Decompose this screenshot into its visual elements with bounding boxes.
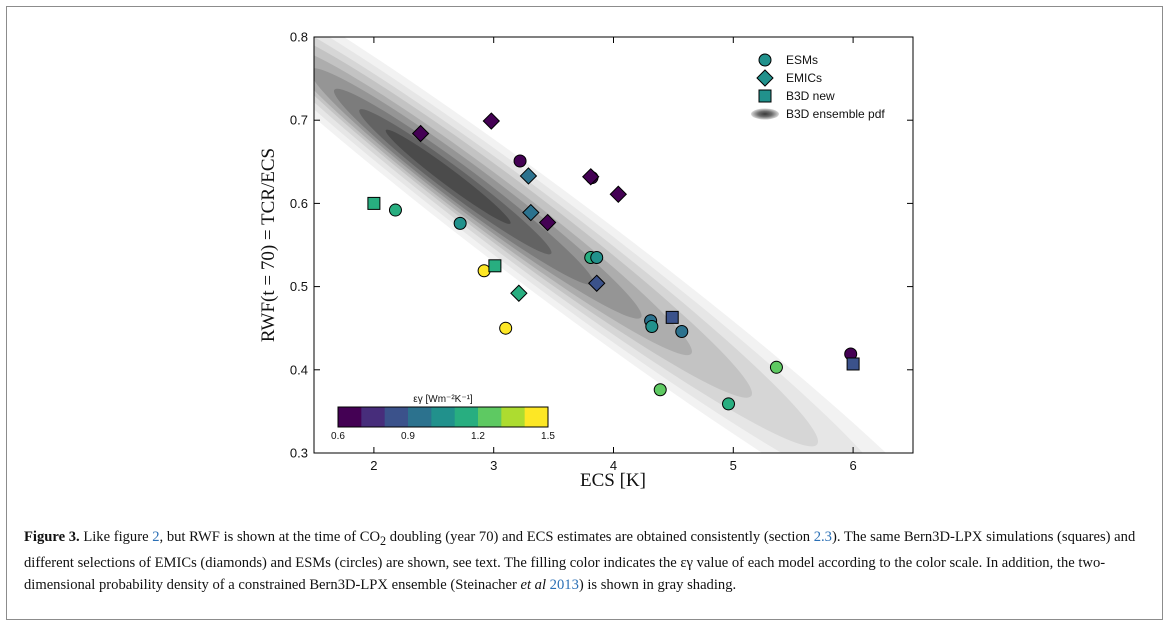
caption-ref-figure-2[interactable]: 2 xyxy=(152,529,160,545)
pdf-contour-level xyxy=(385,129,511,224)
y-tick-label: 0.6 xyxy=(290,196,308,211)
b3d-new-point xyxy=(488,259,502,273)
caption-ref-2013[interactable]: 2013 xyxy=(549,576,579,593)
colorbar-tick-label: 0.9 xyxy=(401,431,415,442)
emic-point xyxy=(609,185,627,203)
esm-point xyxy=(499,321,513,335)
x-tick-label: 2 xyxy=(370,458,377,473)
y-tick-label: 0.3 xyxy=(290,446,308,461)
chart: 2 3 4 5 6 0.3 0.4 0.5 0.6 0.7 0.8 ECS [K] RWF(t = … xyxy=(258,30,914,491)
y-tick-label: 0.4 xyxy=(290,362,308,377)
legend-label: B3D ensemble pdf xyxy=(786,107,885,121)
colorbar-segment xyxy=(454,407,479,427)
y-tick-label: 0.5 xyxy=(290,279,308,294)
colorbar-tick-label: 1.2 xyxy=(471,431,485,442)
caption-ref-section-2-3[interactable]: 2.3 xyxy=(813,529,832,545)
esm-point xyxy=(722,397,736,411)
colorbar-segment xyxy=(408,407,432,427)
axis-ticks: 2 3 4 5 6 0.3 0.4 0.5 0.6 0.7 0.8 xyxy=(290,30,913,473)
colorbar-segment xyxy=(501,407,526,427)
b3d-new-point xyxy=(665,310,679,324)
x-axis-label: ECS [K] xyxy=(580,470,646,491)
legend-label: EMICs xyxy=(786,71,822,85)
colorbar-tick-label: 1.5 xyxy=(541,431,555,442)
colorbar-label: εγ [Wm⁻²K⁻¹] xyxy=(413,394,473,405)
legend-label: B3D new xyxy=(786,89,835,103)
emic-point xyxy=(482,112,501,130)
colorbar-segment xyxy=(478,407,502,427)
caption-text: , but RWF is shown at the time of CO xyxy=(159,529,381,545)
y-tick-label: 0.7 xyxy=(290,113,308,128)
colorbar-outline xyxy=(337,406,549,428)
emic-point xyxy=(588,274,606,292)
colorbar-segment xyxy=(384,407,409,427)
emic-point xyxy=(522,203,540,222)
legend-circle-marker xyxy=(758,53,772,67)
caption-text: Like figure xyxy=(79,529,153,545)
emic-point xyxy=(582,168,600,186)
x-tick-label: 5 xyxy=(730,458,737,473)
esm-point xyxy=(645,320,659,334)
esm-point xyxy=(653,383,667,397)
colorbar: εγ [Wm⁻²K⁻¹] 0.6 0.9 1.2 1.5 xyxy=(331,394,555,442)
colorbar-tick-label: 0.6 xyxy=(331,431,345,442)
esm-point xyxy=(675,325,689,339)
emic-point xyxy=(538,213,557,232)
legend-label: ESMs xyxy=(786,53,818,67)
caption-text: ) is shown in gray shading. xyxy=(578,576,737,593)
emic-point xyxy=(510,284,528,302)
esm-point xyxy=(590,250,604,264)
esm-point xyxy=(388,203,402,217)
y-axis-label: RWF(t = 70) = TCR/ECS xyxy=(258,148,279,342)
colorbar-segment xyxy=(338,407,362,427)
caption-text: ). The same Bern3D-LPX simulations (squa… xyxy=(24,529,1136,593)
model-markers xyxy=(367,112,860,411)
b3d-new-point xyxy=(367,196,381,210)
esm-point xyxy=(477,264,491,278)
colorbar-segment xyxy=(431,407,456,427)
figure-frame xyxy=(6,6,1163,620)
esm-point xyxy=(513,154,527,168)
legend-diamond-marker xyxy=(756,69,774,87)
ensemble-pdf-shading xyxy=(314,37,913,453)
figure-caption: Figure 3. Like figure 2, but RWF is show… xyxy=(24,526,1144,596)
y-tick-label: 0.8 xyxy=(290,30,308,45)
caption-text: doubling (year 70) and ECS estimates are… xyxy=(386,529,814,545)
b3d-new-point xyxy=(846,357,860,371)
legend: ESMs EMICs B3D new B3D ensemble pdf xyxy=(751,53,885,121)
esm-point xyxy=(453,216,467,230)
colorbar-segment xyxy=(524,407,549,427)
emic-point xyxy=(411,124,430,143)
x-tick-label: 4 xyxy=(610,458,617,473)
esm-point xyxy=(769,360,783,374)
legend-pdf-swatch xyxy=(751,108,779,120)
colorbar-segment xyxy=(361,407,386,427)
caption-etal: et al xyxy=(520,576,547,593)
caption-co2-subscript: 2 xyxy=(380,533,387,548)
legend-square-marker xyxy=(758,89,772,103)
x-tick-label: 3 xyxy=(490,458,497,473)
x-tick-label: 6 xyxy=(849,458,856,473)
caption-figure-label: Figure 3. xyxy=(24,529,80,545)
emic-point xyxy=(519,167,538,185)
